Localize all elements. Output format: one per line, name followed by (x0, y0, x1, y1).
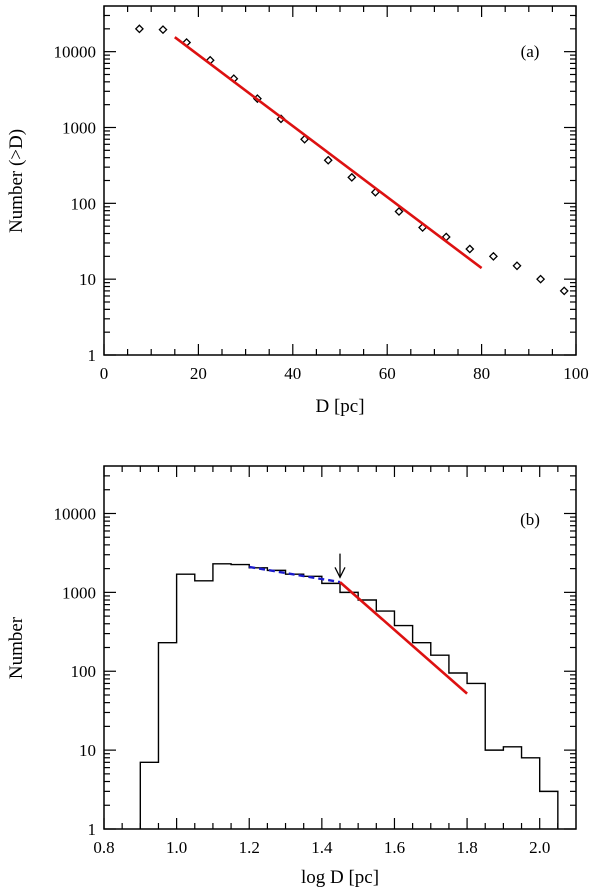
y-tick-label: 10 (79, 270, 96, 289)
y-tick-label: 10 (79, 741, 96, 760)
data-point-diamond (323, 155, 333, 165)
data-point-diamond (536, 274, 546, 284)
panel-b-label: (b) (520, 510, 540, 529)
x-tick-label: 1.4 (311, 838, 333, 857)
data-point-diamond (134, 24, 144, 34)
panel-a-ticks (103, 6, 577, 356)
x-tick-label: 0 (100, 364, 109, 383)
x-tick-label: 1.0 (166, 838, 187, 857)
x-tick-label: 60 (379, 364, 396, 383)
y-tick-label: 1000 (62, 118, 96, 137)
y-tick-label: 10000 (54, 43, 97, 62)
panel-b-ticks (103, 466, 576, 830)
panel-a: 0 20 40 60 80 100 1 10 100 1000 10000 (a… (6, 5, 589, 417)
x-tick-label: 0.8 (93, 838, 114, 857)
panel-b-red-fit (339, 581, 468, 695)
x-tick-label: 40 (284, 364, 301, 383)
y-tick-label: 100 (71, 662, 97, 681)
x-tick-label: 1.8 (456, 838, 477, 857)
panel-a-label: (a) (521, 42, 540, 61)
panel-b-x-tick-labels: 0.8 1.0 1.2 1.4 1.6 1.8 2.0 (93, 838, 550, 857)
panel-a-frame (103, 5, 577, 356)
x-tick-label: 2.0 (529, 838, 550, 857)
panel-b-frame (103, 465, 577, 830)
x-tick-label: 20 (190, 364, 207, 383)
data-point-diamond (394, 206, 404, 217)
down-arrow-icon (334, 553, 346, 579)
y-tick-label: 1000 (62, 583, 96, 602)
y-tick-label: 10000 (54, 504, 97, 523)
panel-a-fit-line (174, 36, 483, 270)
data-point-diamond (465, 244, 475, 254)
data-point-diamond (158, 25, 168, 35)
y-tick-label: 1 (88, 820, 97, 839)
panel-b: 0.8 1.0 1.2 1.4 1.6 1.8 2.0 1 10 100 100… (6, 465, 577, 888)
panel-a-x-tick-labels: 0 20 40 60 80 100 (100, 364, 589, 383)
panel-b-y-tick-labels: 1 10 100 1000 10000 (54, 504, 97, 839)
panel-a-data-points (134, 24, 569, 296)
data-point-diamond (488, 251, 498, 261)
x-tick-label: 1.2 (239, 838, 260, 857)
panel-a-y-axis-title: Number (>D) (6, 129, 27, 233)
panel-a-y-tick-labels: 1 10 100 1000 10000 (54, 43, 97, 365)
panel-b-blue-dashed-fit (249, 565, 341, 584)
data-point-diamond (559, 286, 569, 296)
x-tick-label: 80 (473, 364, 490, 383)
data-point-diamond (347, 172, 357, 182)
y-tick-label: 1 (88, 346, 97, 365)
panel-b-y-axis-title: Number (6, 616, 27, 679)
x-tick-label: 100 (563, 364, 589, 383)
panel-a-x-axis-title: D [pc] (315, 396, 364, 417)
x-tick-label: 1.6 (384, 838, 405, 857)
y-tick-label: 100 (71, 194, 97, 213)
panel-b-x-axis-title: log D [pc] (301, 867, 379, 888)
data-point-diamond (512, 261, 522, 271)
panel-b-histogram (139, 563, 559, 829)
